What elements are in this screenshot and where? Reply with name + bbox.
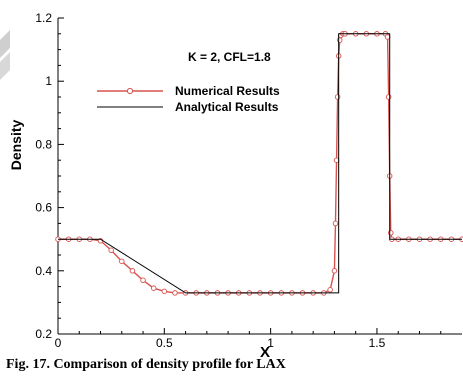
- y-tick-label: 1.2: [35, 11, 52, 25]
- data-point-numerical: [336, 37, 343, 43]
- corner-graphic: [0, 30, 10, 80]
- figure-caption: Fig. 17. Comparison of density profile f…: [6, 357, 286, 372]
- y-tick-label: 0.8: [35, 137, 52, 151]
- plot-area: 0 0.5 1 1.5 0.2 0.4 0.6 0.8 1 1.2: [35, 11, 463, 350]
- x-tick-label: 0: [55, 336, 62, 350]
- legend-label-numerical: Numerical Results: [175, 84, 280, 98]
- legend: Numerical Results Analytical Results: [97, 84, 280, 114]
- x-axis-title: X: [260, 344, 270, 361]
- y-tick-label: 1: [45, 74, 52, 88]
- data-point-numerical: [140, 277, 146, 284]
- data-point-numerical: [331, 268, 338, 274]
- annotation: K = 2, CFL=1.8: [188, 50, 271, 64]
- data-point-numerical: [334, 94, 341, 100]
- data-point-numerical: [333, 157, 340, 163]
- data-point-numerical: [388, 230, 394, 236]
- y-axis-title: Density: [8, 120, 24, 171]
- data-point-numerical: [172, 290, 178, 296]
- y-tick-label: 0.4: [35, 264, 52, 278]
- x-tick-label: 1: [267, 336, 274, 350]
- x-tick-label: 1.5: [369, 336, 386, 350]
- data-point-numerical: [129, 268, 136, 274]
- legend-marker-numerical: [126, 87, 134, 95]
- legend-label-analytical: Analytical Results: [175, 100, 279, 114]
- data-point-numerical: [385, 94, 392, 100]
- data-point-numerical: [327, 287, 333, 293]
- y-tick-label: 0.2: [35, 327, 52, 341]
- x-tick-label: 0.5: [156, 336, 173, 350]
- series-analytical-line: [58, 33, 462, 294]
- y-tick-label: 0.6: [35, 201, 52, 215]
- series-numerical-line: [58, 33, 462, 294]
- data-point-numerical: [384, 34, 391, 40]
- data-point-numerical: [119, 258, 125, 265]
- data-point-numerical: [332, 220, 339, 227]
- data-point-numerical: [108, 247, 114, 254]
- data-point-numerical: [150, 285, 157, 291]
- data-point-numerical: [161, 288, 168, 295]
